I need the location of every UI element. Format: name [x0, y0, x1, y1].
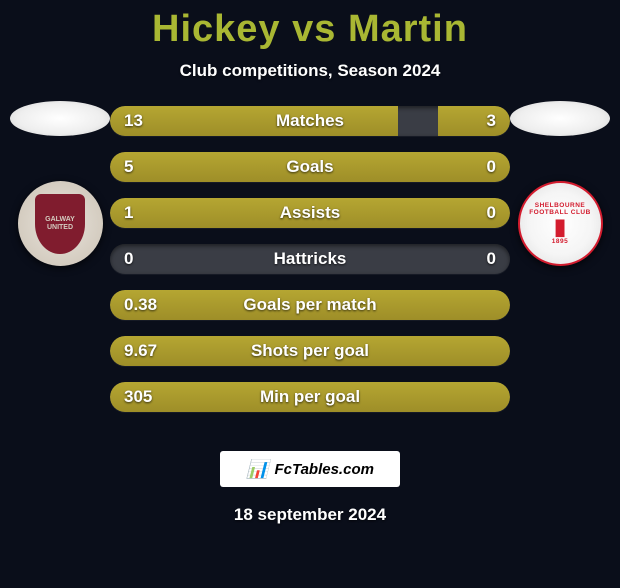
stat-bar: 0.38Goals per match [110, 290, 510, 320]
comparison-arena: GALWAY UNITED SHELBOURNE FOOTBALL CLUB ▮… [0, 106, 620, 426]
club-crest-right: SHELBOURNE FOOTBALL CLUB ▮ 1895 [518, 181, 603, 266]
chart-icon: 📊 [246, 459, 268, 480]
stat-bar: 50Goals [110, 152, 510, 182]
bar-fill-left [110, 198, 510, 228]
bar-value-left: 0 [124, 249, 133, 269]
stat-bars: 133Matches 50Goals 10Assists 0 0Hattricks 0.3… [110, 106, 510, 412]
player-left-column: GALWAY UNITED [5, 106, 115, 266]
stat-bar: 10Assists [110, 198, 510, 228]
player-right-silhouette [510, 101, 610, 136]
stat-bar: 133Matches [110, 106, 510, 136]
player-left-silhouette [10, 101, 110, 136]
bar-value-right: 0 [487, 249, 496, 269]
bar-label: Hattricks [110, 249, 510, 269]
club-crest-left-label: GALWAY UNITED [35, 194, 85, 254]
bar-fill-left [110, 106, 398, 136]
club-crest-right-year: 1895 [552, 238, 568, 245]
bar-fill-left [110, 152, 510, 182]
player-right-column: SHELBOURNE FOOTBALL CLUB ▮ 1895 [505, 106, 615, 266]
date-line: 18 september 2024 [0, 505, 620, 525]
stat-bar: 9.67Shots per goal [110, 336, 510, 366]
footer-logo: 📊 FcTables.com [220, 451, 400, 487]
stat-bar: 0 0Hattricks [110, 244, 510, 274]
bar-fill-left [110, 382, 510, 412]
subtitle: Club competitions, Season 2024 [0, 61, 620, 81]
bar-fill-left [110, 290, 510, 320]
bar-fill-right [438, 106, 510, 136]
page-title: Hickey vs Martin [0, 8, 620, 51]
bar-fill-left [110, 336, 510, 366]
footer-site-label: FcTables.com [274, 461, 373, 478]
club-crest-left: GALWAY UNITED [18, 181, 103, 266]
stat-bar: 305Min per goal [110, 382, 510, 412]
